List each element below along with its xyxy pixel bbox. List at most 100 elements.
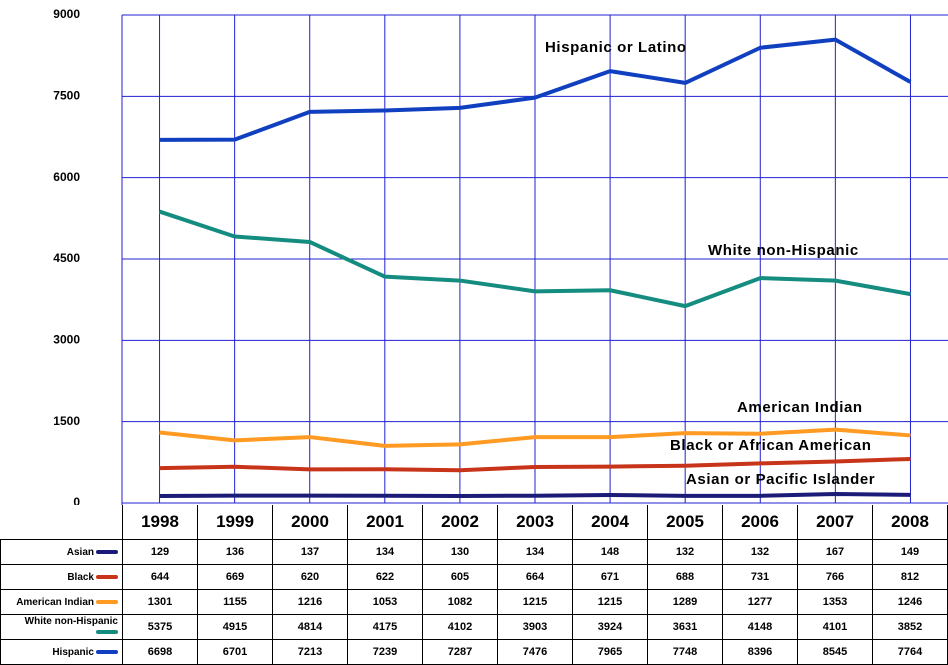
value-cell: 134 <box>497 539 573 565</box>
value-cell: 130 <box>422 539 498 565</box>
series-line <box>159 427 911 448</box>
line-label: Asian or Pacific Islander <box>686 471 875 488</box>
legend-swatch <box>96 549 118 554</box>
data-row: Hispanic 6698 6701 7213 7239 7287 7476 7965 7748… <box>0 639 948 665</box>
value-cell: 8396 <box>722 639 798 665</box>
year-label: 2004 <box>572 505 648 540</box>
value-cell: 4915 <box>197 614 273 640</box>
value-cell: 132 <box>722 539 798 565</box>
value-cell: 671 <box>572 564 648 590</box>
value-cell: 1215 <box>572 589 648 615</box>
value-cell: 669 <box>197 564 273 590</box>
value-cell: 1155 <box>197 589 273 615</box>
data-row: Asian 129 136 137 134 130 134 148 132 132 167 149 <box>0 539 948 565</box>
line-label: American Indian <box>737 399 863 416</box>
legend-label: White non-Hispanic <box>24 616 118 627</box>
y-tick-label: 7500 <box>53 89 80 103</box>
value-cell: 148 <box>572 539 648 565</box>
value-cell: 8545 <box>797 639 873 665</box>
value-cell: 3924 <box>572 614 648 640</box>
value-cell: 4102 <box>422 614 498 640</box>
value-cell: 1215 <box>497 589 573 615</box>
year-label: 2001 <box>347 505 423 540</box>
legend-swatch <box>96 649 118 654</box>
value-cell: 664 <box>497 564 573 590</box>
row-label: American Indian <box>0 589 123 615</box>
value-cell: 731 <box>722 564 798 590</box>
row-label: Hispanic <box>0 639 123 665</box>
series-line <box>159 37 912 142</box>
line-label: Hispanic or Latino <box>545 39 687 56</box>
value-cell: 1289 <box>647 589 723 615</box>
value-cell: 137 <box>272 539 348 565</box>
value-cell: 4101 <box>797 614 873 640</box>
value-cell: 7239 <box>347 639 423 665</box>
value-cell: 644 <box>122 564 198 590</box>
value-cell: 3852 <box>872 614 948 640</box>
line-label: Black or African American <box>670 437 871 454</box>
value-cell: 1082 <box>422 589 498 615</box>
value-cell: 1053 <box>347 589 423 615</box>
series-line <box>159 456 911 473</box>
value-cell: 134 <box>347 539 423 565</box>
y-tick-label: 4500 <box>53 251 80 265</box>
year-label: 2008 <box>872 505 948 540</box>
data-row: American Indian 1301 1155 1216 1053 1082 1215 1… <box>0 589 948 615</box>
chart: 0 1500 3000 4500 6000 7500 9000 Hispanic or Lat… <box>53 7 948 505</box>
year-label: 2002 <box>422 505 498 540</box>
legend-label: Black <box>67 571 94 583</box>
value-cell: 4175 <box>347 614 423 640</box>
value-cell: 129 <box>122 539 198 565</box>
year-label: 2007 <box>797 505 873 540</box>
value-cell: 1301 <box>122 589 198 615</box>
year-label: 2000 <box>272 505 348 540</box>
value-cell: 1216 <box>272 589 348 615</box>
value-cell: 7287 <box>422 639 498 665</box>
value-cell: 167 <box>797 539 873 565</box>
value-cell: 7764 <box>872 639 948 665</box>
value-cell: 132 <box>647 539 723 565</box>
value-cell: 7213 <box>272 639 348 665</box>
value-cell: 1353 <box>797 589 873 615</box>
value-cell: 622 <box>347 564 423 590</box>
y-tick-label: 1500 <box>53 414 80 428</box>
legend-swatch <box>96 574 118 579</box>
y-tick-label: 6000 <box>53 170 80 184</box>
value-cell: 4814 <box>272 614 348 640</box>
value-cell: 812 <box>872 564 948 590</box>
legend-swatch <box>96 630 118 635</box>
value-cell: 620 <box>272 564 348 590</box>
data-row: Black 644 669 620 622 605 664 671 688 731 766 812 <box>0 564 948 590</box>
value-cell: 766 <box>797 564 873 590</box>
y-tick-label: 0 <box>73 495 80 505</box>
value-cell: 605 <box>422 564 498 590</box>
value-cell: 3631 <box>647 614 723 640</box>
value-cell: 149 <box>872 539 948 565</box>
value-cell: 688 <box>647 564 723 590</box>
legend-swatch <box>96 599 118 604</box>
year-label: 2005 <box>647 505 723 540</box>
corner-cell <box>1 505 123 540</box>
legend-label: American Indian <box>16 596 94 608</box>
legend-label: Asian <box>66 546 94 558</box>
value-cell: 6701 <box>197 639 273 665</box>
value-cell: 4148 <box>722 614 798 640</box>
value-cell: 6698 <box>122 639 198 665</box>
year-label: 1999 <box>197 505 273 540</box>
header-row: 1998 1999 2000 2001 2002 2003 2004 2005 2006 2007… <box>1 505 948 540</box>
series-line <box>159 491 911 499</box>
year-label: 1998 <box>122 505 198 540</box>
value-cell: 136 <box>197 539 273 565</box>
series-line <box>158 209 911 309</box>
y-tick-label: 3000 <box>53 333 80 347</box>
value-cell: 7476 <box>497 639 573 665</box>
value-cell: 1277 <box>722 589 798 615</box>
legend-label: Hispanic <box>52 646 94 658</box>
row-label: Asian <box>0 539 123 565</box>
value-cell: 7748 <box>647 639 723 665</box>
year-label: 2006 <box>722 505 798 540</box>
value-cell: 1246 <box>872 589 948 615</box>
value-cell: 3903 <box>497 614 573 640</box>
year-label: 2003 <box>497 505 573 540</box>
